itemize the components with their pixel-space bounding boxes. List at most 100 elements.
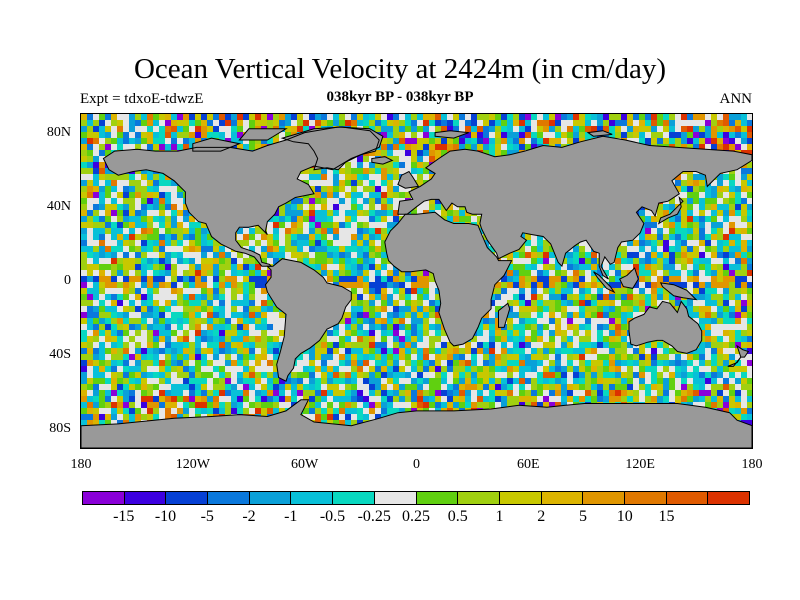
velocity-cell <box>399 120 405 126</box>
velocity-cell <box>363 222 369 228</box>
velocity-cell <box>411 330 417 336</box>
velocity-cell <box>543 120 549 126</box>
velocity-cell <box>609 264 615 270</box>
velocity-cell <box>645 360 651 366</box>
velocity-cell <box>171 366 177 372</box>
velocity-cell <box>579 300 585 306</box>
velocity-cell <box>393 114 399 120</box>
velocity-cell <box>141 294 147 300</box>
velocity-cell <box>327 342 333 348</box>
velocity-cell <box>519 138 525 144</box>
velocity-cell <box>387 372 393 378</box>
velocity-cell <box>507 120 513 126</box>
velocity-cell <box>381 162 387 168</box>
velocity-cell <box>405 360 411 366</box>
velocity-cell <box>651 366 657 372</box>
velocity-cell <box>729 342 735 348</box>
velocity-cell <box>147 240 153 246</box>
velocity-cell <box>111 174 117 180</box>
velocity-cell <box>363 114 369 120</box>
velocity-cell <box>207 312 213 318</box>
velocity-cell <box>249 144 255 150</box>
velocity-cell <box>417 330 423 336</box>
velocity-cell <box>405 138 411 144</box>
velocity-cell <box>399 354 405 360</box>
velocity-cell <box>513 300 519 306</box>
velocity-cell <box>105 192 111 198</box>
velocity-cell <box>81 222 87 228</box>
velocity-cell <box>555 354 561 360</box>
velocity-cell <box>393 282 399 288</box>
velocity-cell <box>417 378 423 384</box>
velocity-cell <box>219 366 225 372</box>
velocity-cell <box>177 144 183 150</box>
velocity-cell <box>351 174 357 180</box>
velocity-cell <box>423 396 429 402</box>
velocity-cell <box>579 324 585 330</box>
velocity-cell <box>657 258 663 264</box>
velocity-cell <box>681 282 687 288</box>
velocity-cell <box>405 288 411 294</box>
velocity-cell <box>297 210 303 216</box>
velocity-cell <box>399 132 405 138</box>
velocity-cell <box>501 354 507 360</box>
velocity-cell <box>225 114 231 120</box>
velocity-cell <box>213 294 219 300</box>
velocity-cell <box>261 312 267 318</box>
velocity-cell <box>687 144 693 150</box>
velocity-cell <box>207 342 213 348</box>
velocity-cell <box>549 318 555 324</box>
velocity-cell <box>195 384 201 390</box>
velocity-cell <box>135 354 141 360</box>
velocity-cell <box>105 114 111 120</box>
velocity-cell <box>723 366 729 372</box>
velocity-cell <box>303 384 309 390</box>
velocity-cell <box>561 132 567 138</box>
velocity-cell <box>321 354 327 360</box>
velocity-cell <box>117 126 123 132</box>
velocity-cell <box>585 282 591 288</box>
velocity-cell <box>327 216 333 222</box>
velocity-cell <box>411 396 417 402</box>
velocity-cell <box>609 300 615 306</box>
velocity-cell <box>399 282 405 288</box>
velocity-cell <box>105 324 111 330</box>
velocity-cell <box>327 390 333 396</box>
velocity-cell <box>129 390 135 396</box>
velocity-cell <box>441 138 447 144</box>
velocity-cell <box>369 306 375 312</box>
velocity-cell <box>369 198 375 204</box>
velocity-cell <box>315 384 321 390</box>
velocity-cell <box>219 258 225 264</box>
velocity-cell <box>321 198 327 204</box>
velocity-cell <box>135 138 141 144</box>
velocity-cell <box>507 396 513 402</box>
velocity-cell <box>393 300 399 306</box>
velocity-cell <box>513 282 519 288</box>
velocity-cell <box>393 378 399 384</box>
velocity-cell <box>531 300 537 306</box>
velocity-cell <box>117 312 123 318</box>
velocity-cell <box>693 234 699 240</box>
velocity-cell <box>561 348 567 354</box>
velocity-cell <box>687 354 693 360</box>
velocity-cell <box>507 138 513 144</box>
velocity-cell <box>237 252 243 258</box>
velocity-cell <box>639 294 645 300</box>
velocity-cell <box>579 276 585 282</box>
velocity-cell <box>159 114 165 120</box>
velocity-cell <box>717 360 723 366</box>
velocity-cell <box>405 384 411 390</box>
velocity-cell <box>549 300 555 306</box>
velocity-cell <box>105 282 111 288</box>
velocity-cell <box>549 120 555 126</box>
velocity-cell <box>375 360 381 366</box>
velocity-cell <box>303 126 309 132</box>
velocity-cell <box>87 318 93 324</box>
velocity-cell <box>117 390 123 396</box>
velocity-cell <box>123 222 129 228</box>
velocity-cell <box>213 354 219 360</box>
velocity-cell <box>321 240 327 246</box>
velocity-cell <box>345 342 351 348</box>
velocity-cell <box>591 252 597 258</box>
